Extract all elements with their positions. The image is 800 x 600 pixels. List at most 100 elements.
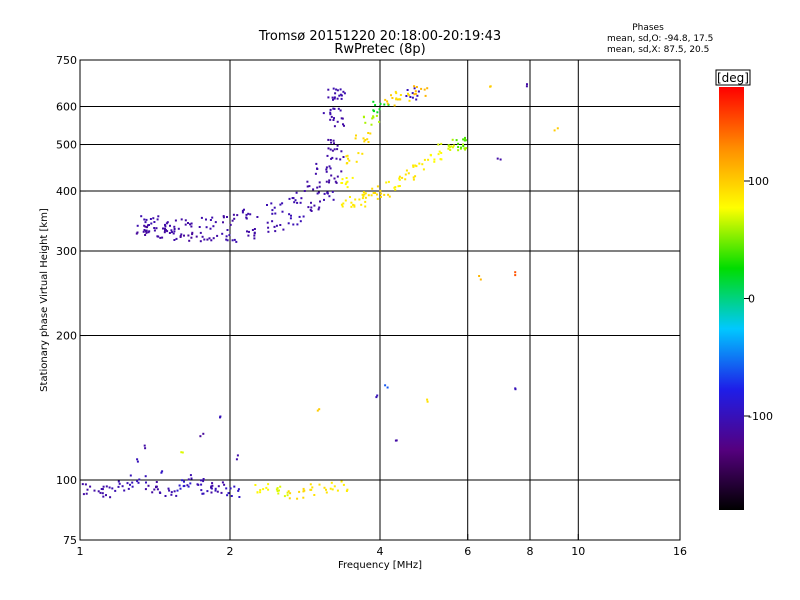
data-point [525,85,528,88]
data-point [397,185,400,188]
data-point [332,98,334,101]
x-axis-label: Frequency [MHz] [338,560,422,571]
data-point [408,94,411,97]
data-point [190,477,193,480]
data-point [332,107,335,110]
data-point [143,218,146,221]
data-point [333,117,335,120]
data-point [464,136,466,139]
data-point [372,115,375,118]
data-point [279,224,282,226]
data-point [341,182,344,184]
data-point [451,146,454,149]
data-point [380,195,382,198]
data-point [462,138,465,141]
data-point [164,223,166,226]
data-point [173,230,176,233]
data-point [328,179,331,182]
data-point [357,152,360,155]
data-point [210,239,213,242]
data-point [362,137,365,140]
data-point [376,197,379,200]
data-point [167,487,170,490]
data-point [271,220,274,223]
data-point [311,486,314,489]
data-point [334,180,337,183]
data-point [203,238,206,241]
data-point [303,190,306,192]
data-point [136,231,139,234]
data-point [323,198,325,201]
data-point [340,480,343,483]
data-point [278,489,280,492]
data-point [166,230,169,233]
data-point [340,117,343,120]
data-point [199,435,202,438]
data-point [316,409,319,412]
data-point [171,231,173,234]
x-tick-label: 8 [527,545,534,558]
data-point [233,238,236,241]
data-point [331,190,334,193]
data-point [274,230,277,233]
data-point [212,225,215,228]
data-point [279,203,282,206]
data-point [326,154,329,157]
data-point [176,489,179,492]
data-point [330,157,333,160]
data-point [200,489,203,492]
colorbar-gradient [719,87,744,510]
x-tick-label: 10 [571,545,585,558]
data-point [286,491,289,494]
data-point [322,112,325,115]
data-point [214,487,217,490]
data-point [331,149,334,152]
data-point [155,481,158,483]
data-point [253,237,256,240]
data-point [460,146,463,149]
data-point [489,85,492,88]
data-point [345,490,348,492]
data-point [271,212,274,215]
data-point [211,216,214,219]
data-point [384,384,387,387]
data-point [372,116,375,119]
data-point [361,197,364,200]
y-tick-label: 600 [56,101,77,114]
data-point [235,240,238,243]
data-point [222,216,225,219]
data-point [462,145,465,147]
data-point [237,489,240,492]
data-point [216,490,219,493]
data-point [174,219,177,222]
data-point [241,211,244,214]
data-point [317,191,320,194]
data-point [158,491,161,494]
data-point [514,274,517,277]
data-point [290,214,292,217]
data-point [157,235,160,238]
data-point [150,222,153,225]
data-point [102,495,105,498]
data-point [405,169,408,172]
y-tick-label: 200 [56,330,77,343]
data-point [363,193,366,196]
data-point [327,96,330,99]
data-point [153,229,156,232]
data-point [370,194,373,197]
data-point [136,458,139,461]
data-point [376,193,378,196]
data-point [181,451,184,454]
x-tick-label: 2 [227,545,234,558]
data-point [404,178,407,181]
y-tick-label: 400 [56,185,77,198]
data-point [170,491,173,494]
data-point [105,485,108,488]
data-point [342,90,345,93]
data-point [325,166,328,169]
data-point [414,92,417,95]
data-point [415,86,418,88]
data-point [423,88,426,91]
data-point [101,488,104,491]
data-point [164,495,167,497]
